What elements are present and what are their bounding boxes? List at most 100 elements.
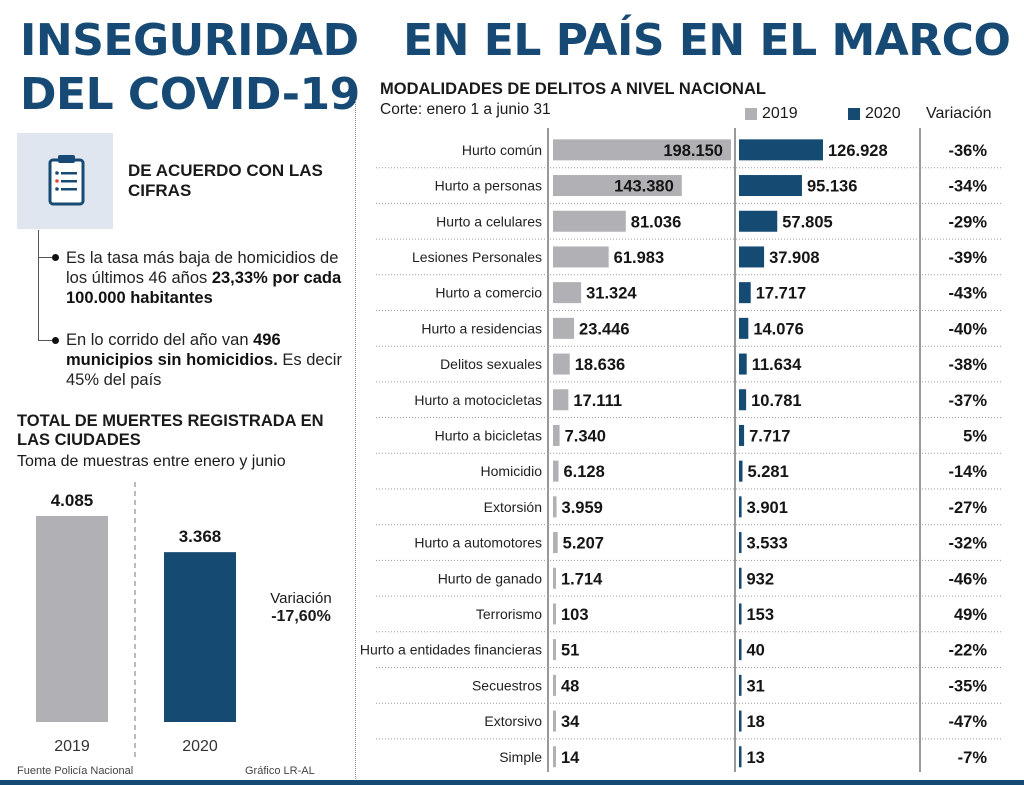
bar-2019 bbox=[553, 746, 556, 768]
bullet-1-text: Es la tasa más baja de homicidios de los… bbox=[66, 249, 339, 287]
bar-2019 bbox=[553, 246, 609, 268]
bullet-2: En lo corrido del año van 496 municipios… bbox=[66, 330, 351, 390]
bar-2019 bbox=[553, 460, 559, 482]
crimes-title: MODALIDADES DE DELITOS A NIVEL NACIONAL bbox=[380, 80, 766, 98]
value-label-2020: 3.901 bbox=[747, 499, 788, 517]
category-label: Terrorismo bbox=[476, 606, 542, 622]
bullet-connector bbox=[38, 230, 39, 340]
bar-2020 bbox=[739, 139, 823, 161]
bullet-2-rest: Es decir 45% del país bbox=[66, 351, 342, 389]
bar-2020 bbox=[739, 710, 742, 732]
bar-2020 bbox=[739, 353, 747, 375]
bar-2019 bbox=[553, 282, 582, 304]
value-label-2019: 81.036 bbox=[631, 213, 681, 231]
bullet-1: Es la tasa más baja de homicidios de los… bbox=[66, 248, 351, 308]
deaths-bar-2020 bbox=[164, 552, 236, 722]
bar-2020 bbox=[739, 424, 745, 446]
deaths-chart: 4.085 2019 3.368 2020 bbox=[36, 482, 236, 760]
variation-value: -14% bbox=[948, 463, 987, 481]
variation-value: -39% bbox=[948, 249, 987, 267]
variation-value: -29% bbox=[948, 213, 987, 231]
value-label-2019: 103 bbox=[561, 606, 589, 624]
value-label-2019: 198.150 bbox=[663, 142, 723, 160]
value-label-2020: 13 bbox=[747, 749, 765, 767]
value-label-2019: 31.324 bbox=[586, 285, 637, 303]
bar-2020 bbox=[739, 674, 742, 696]
footer-credit: Gráfico LR-AL bbox=[245, 765, 315, 777]
bullet-2-bold: 496 municipios sin homicidios. bbox=[66, 331, 281, 369]
value-label-2020: 37.908 bbox=[769, 249, 819, 267]
category-label: Secuestros bbox=[472, 677, 542, 693]
title-line-2: DEL COVID-19 bbox=[20, 69, 360, 120]
deaths-variation: Variación -17,60% bbox=[256, 590, 346, 626]
value-label-2019: 48 bbox=[561, 677, 579, 695]
bullet-dot-1 bbox=[52, 254, 59, 261]
bullet-hook-1 bbox=[38, 257, 52, 258]
value-label-2020: 57.805 bbox=[782, 213, 832, 231]
bar-2019 bbox=[553, 424, 560, 446]
value-label-2019: 7.340 bbox=[565, 427, 606, 445]
category-label: Simple bbox=[499, 749, 542, 765]
category-label: Homicidio bbox=[481, 463, 543, 479]
bottom-rule bbox=[0, 780, 1024, 785]
category-label: Hurto a automotores bbox=[414, 535, 542, 551]
clipboard-icon bbox=[48, 155, 85, 206]
value-label-2019: 34 bbox=[561, 713, 580, 731]
variation-value: -36% bbox=[948, 142, 987, 160]
value-label-2020: 10.781 bbox=[751, 392, 801, 410]
bar-2020 bbox=[739, 639, 742, 661]
bar-2019 bbox=[553, 567, 556, 589]
bullet-dot-2 bbox=[52, 337, 59, 344]
bar-2019 bbox=[553, 389, 569, 411]
category-label: Hurto a motocicletas bbox=[414, 392, 542, 408]
variation-header: Variación bbox=[926, 105, 992, 122]
bar-2019 bbox=[553, 353, 570, 375]
variation-value: -40% bbox=[948, 320, 987, 338]
value-label-2020: 932 bbox=[747, 570, 775, 588]
deaths-bar-2019 bbox=[36, 516, 108, 722]
variation-value: -32% bbox=[948, 535, 987, 553]
deaths-variation-label: Variación bbox=[270, 590, 332, 607]
value-label-2019: 61.983 bbox=[614, 249, 664, 267]
variation-value: -7% bbox=[958, 749, 988, 767]
value-label-2020: 153 bbox=[747, 606, 775, 624]
bar-2020 bbox=[739, 603, 742, 625]
deaths-value-label: 4.085 bbox=[51, 491, 94, 510]
value-label-2020: 17.717 bbox=[756, 285, 806, 303]
category-label: Hurto de ganado bbox=[438, 570, 543, 586]
value-label-2019: 17.111 bbox=[573, 392, 622, 410]
legend-swatch-2020 bbox=[848, 108, 860, 120]
legend-label-2020: 2020 bbox=[865, 105, 901, 122]
category-label: Hurto a comercio bbox=[435, 285, 542, 301]
variation-value: -35% bbox=[948, 677, 987, 695]
value-label-2019: 1.714 bbox=[561, 570, 603, 588]
category-label: Extorsión bbox=[484, 499, 542, 515]
bullet-1-bold: 23,33% por cada 100.000 habitantes bbox=[66, 269, 342, 307]
value-label-2019: 5.207 bbox=[563, 535, 604, 553]
value-label-2020: 14.076 bbox=[753, 320, 803, 338]
value-label-2020: 31 bbox=[747, 677, 765, 695]
value-label-2019: 51 bbox=[561, 642, 579, 660]
bar-2019 bbox=[553, 710, 556, 732]
bar-2019 bbox=[553, 674, 556, 696]
deaths-year-label: 2019 bbox=[54, 738, 90, 755]
category-label: Hurto a entidades financieras bbox=[360, 642, 542, 658]
deaths-subtitle: Toma de muestras entre enero y junio bbox=[17, 453, 286, 470]
value-label-2020: 5.281 bbox=[747, 463, 788, 481]
value-label-2019: 3.959 bbox=[562, 499, 603, 517]
bullet-hook-2 bbox=[38, 340, 52, 341]
column-divider bbox=[355, 100, 356, 785]
bar-2020 bbox=[739, 532, 742, 554]
bar-2019 bbox=[553, 139, 731, 161]
bar-2020 bbox=[739, 210, 778, 232]
variation-value: -22% bbox=[948, 642, 987, 660]
bar-2020 bbox=[739, 496, 742, 518]
value-label-2020: 126.928 bbox=[828, 142, 888, 160]
title-line-1: INSEGURIDAD EN EL PAÍS EN EL MARCO bbox=[20, 15, 1011, 66]
variation-value: 49% bbox=[954, 606, 987, 624]
category-label: Lesiones Personales bbox=[412, 249, 542, 265]
variation-value: -34% bbox=[948, 178, 987, 196]
legend-label-2019: 2019 bbox=[762, 105, 798, 122]
page-title: INSEGURIDAD EN EL PAÍS EN EL MARCO DEL C… bbox=[20, 14, 1011, 122]
